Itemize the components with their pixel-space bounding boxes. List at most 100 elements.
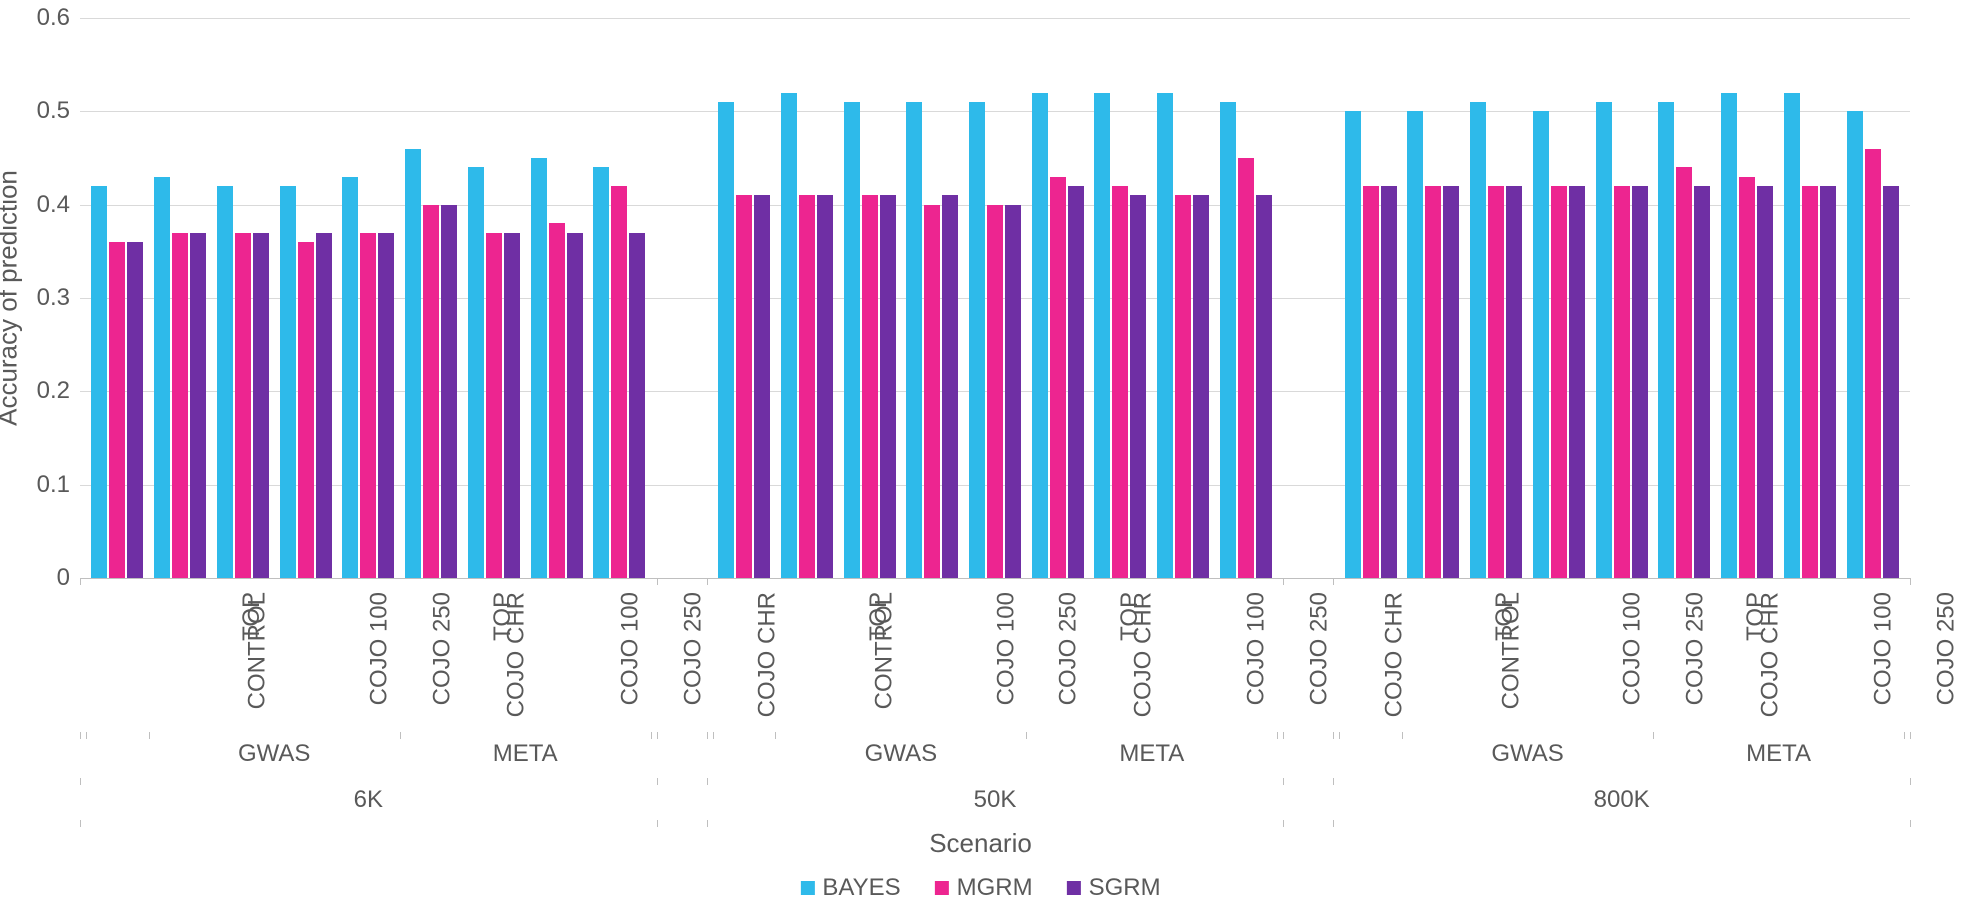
axis-tick	[1910, 578, 1911, 585]
bar-sgrm	[1757, 186, 1773, 578]
x-category-label: TOP	[238, 592, 266, 641]
x-category-label: TOP	[1116, 592, 1144, 641]
bar-mgrm	[1238, 158, 1254, 578]
plot-area: 00.10.20.30.40.50.6	[80, 18, 1910, 579]
hier-tick	[86, 732, 87, 739]
x-section-label: META	[493, 740, 558, 768]
bar-sgrm	[190, 233, 206, 578]
hier-tick	[80, 778, 81, 785]
x-section-label: GWAS	[865, 740, 937, 768]
hier-tick	[1910, 778, 1911, 785]
hier-tick	[1333, 778, 1334, 785]
bar-sgrm	[1883, 186, 1899, 578]
hier-tick	[1283, 778, 1284, 785]
bar-sgrm	[880, 195, 896, 578]
bar-mgrm	[736, 195, 752, 578]
bar-sgrm	[1256, 195, 1272, 578]
hier-tick	[1402, 732, 1403, 739]
x-category-label: COJO 250	[1681, 592, 1709, 705]
bar-mgrm	[1050, 177, 1066, 578]
bar-sgrm	[1193, 195, 1209, 578]
bar-sgrm	[316, 233, 332, 578]
x-category-label: COJO 100	[992, 592, 1020, 705]
x-category-label: TOP	[489, 592, 517, 641]
bar-mgrm	[1739, 177, 1755, 578]
chart-container: Accuracy of prediction 00.10.20.30.40.50…	[0, 0, 1961, 912]
x-section-label: META	[1119, 740, 1184, 768]
bar-sgrm	[817, 195, 833, 578]
bar-sgrm	[629, 233, 645, 578]
bar-sgrm	[1068, 186, 1084, 578]
bar-sgrm	[754, 195, 770, 578]
bar-bayes	[1721, 93, 1737, 578]
x-category-label: COJO 250	[1306, 592, 1334, 705]
hier-tick	[1339, 732, 1340, 739]
bar-mgrm	[360, 233, 376, 578]
bar-mgrm	[1865, 149, 1881, 578]
hier-tick	[400, 732, 401, 739]
bar-mgrm	[1175, 195, 1191, 578]
bar-bayes	[1407, 111, 1423, 578]
bar-mgrm	[549, 223, 565, 578]
y-tick-label: 0.6	[37, 4, 70, 32]
hier-tick	[149, 732, 150, 739]
x-category-label: TOP	[865, 592, 893, 641]
bar-bayes	[1470, 102, 1486, 578]
bar-mgrm	[486, 233, 502, 578]
hier-tick	[657, 732, 658, 739]
x-panel-label: 800K	[1594, 786, 1650, 814]
x-section-label: GWAS	[238, 740, 310, 768]
hier-tick	[707, 778, 708, 785]
hier-tick	[1026, 732, 1027, 739]
x-panel-label: 6K	[354, 786, 383, 814]
hier-tick	[1333, 820, 1334, 827]
legend-item-mgrm: MGRM	[935, 874, 1033, 902]
hier-tick	[80, 732, 81, 739]
x-category-label: COJO CHR	[1380, 592, 1408, 717]
bar-bayes	[1094, 93, 1110, 578]
bar-sgrm	[1443, 186, 1459, 578]
bar-sgrm	[378, 233, 394, 578]
bar-bayes	[906, 102, 922, 578]
bar-bayes	[1784, 93, 1800, 578]
bar-sgrm	[1506, 186, 1522, 578]
bar-mgrm	[1488, 186, 1504, 578]
legend-label: MGRM	[957, 874, 1033, 902]
bar-bayes	[593, 167, 609, 578]
bars-layer	[80, 18, 1910, 578]
bar-mgrm	[924, 205, 940, 578]
x-category-label: TOP	[1491, 592, 1519, 641]
tick-marks-level1	[80, 732, 1910, 739]
hier-tick	[651, 732, 652, 739]
bar-mgrm	[109, 242, 125, 578]
x-panel-label: 50K	[974, 786, 1017, 814]
hier-tick	[1283, 820, 1284, 827]
bar-bayes	[844, 102, 860, 578]
bar-bayes	[280, 186, 296, 578]
hier-tick	[707, 820, 708, 827]
bar-mgrm	[1614, 186, 1630, 578]
bar-bayes	[531, 158, 547, 578]
bar-bayes	[1847, 111, 1863, 578]
bar-mgrm	[611, 186, 627, 578]
bar-mgrm	[1112, 186, 1128, 578]
hier-tick	[1277, 732, 1278, 739]
hier-tick	[1904, 732, 1905, 739]
hier-tick	[1653, 732, 1654, 739]
legend-item-sgrm: SGRM	[1067, 874, 1161, 902]
bar-sgrm	[942, 195, 958, 578]
legend-swatch	[935, 881, 949, 895]
bar-bayes	[217, 186, 233, 578]
x-category-label: TOP	[1742, 592, 1770, 641]
legend-swatch	[1067, 881, 1081, 895]
bar-bayes	[1157, 93, 1173, 578]
bar-mgrm	[298, 242, 314, 578]
hier-tick	[80, 820, 81, 827]
legend-item-bayes: BAYES	[800, 874, 900, 902]
x-category-label: COJO 100	[1619, 592, 1647, 705]
bar-bayes	[718, 102, 734, 578]
bar-mgrm	[1802, 186, 1818, 578]
y-tick-label: 0.2	[37, 377, 70, 405]
x-axis-title: Scenario	[929, 828, 1032, 859]
x-section-label: META	[1746, 740, 1811, 768]
